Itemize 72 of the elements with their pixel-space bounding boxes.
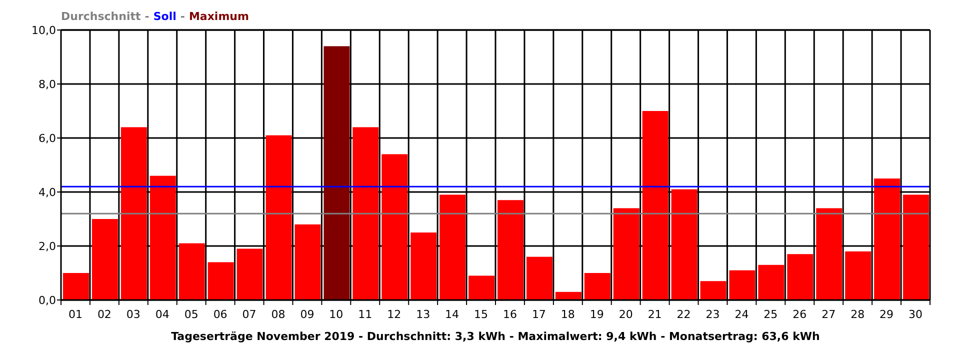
x-tick-label: 18 [560,308,575,321]
x-tick-label: 21 [648,308,662,321]
x-tick-label: 22 [676,308,691,321]
x-tick-label: 26 [792,308,807,321]
x-tick-label: 20 [618,308,633,321]
ref-line-label: Soll [153,10,176,23]
bar [903,194,929,300]
y-tick-label: 6,0 [38,132,56,145]
x-tick-label: 15 [474,308,488,321]
x-tick-label: 08 [271,308,286,321]
bar [352,127,379,300]
bar [440,194,466,300]
bar [671,189,698,300]
bar [324,46,350,300]
bar [816,208,842,300]
x-tick-label: 14 [445,308,460,321]
x-tick-label: 10 [329,308,344,321]
x-tick-label: 12 [387,308,402,321]
x-tick-label: 11 [358,308,372,321]
y-tick-label: 10,0 [32,24,56,37]
bar [294,224,321,300]
x-tick-label: 13 [416,308,430,321]
x-tick-label: 27 [822,308,836,321]
bar [266,135,292,300]
x-tick-label: 17 [532,308,546,321]
bar [845,251,872,300]
bar [613,208,640,300]
bar [120,127,147,300]
bar [92,219,118,300]
x-tick-label: 29 [880,308,894,321]
y-tick-label: 4,0 [38,186,56,199]
x-tick-label: 04 [155,308,170,321]
x-tick-label: 24 [734,308,749,321]
bar [382,154,408,300]
bar [584,273,610,300]
bar [700,281,726,300]
y-tick-label: 8,0 [38,78,56,91]
bar [236,248,263,300]
bar [63,273,89,300]
bar [555,292,582,300]
x-tick-label: 25 [764,308,778,321]
x-tick-label: 07 [242,308,256,321]
bar [758,264,784,300]
text: - [144,10,150,23]
x-tick-label: 30 [908,308,923,321]
x-tick-label: 19 [590,308,604,321]
bar [642,111,668,300]
x-axis-title: Tageserträge November 2019 - Durchschnitt: 3,3 kWh - Maximalwert: 9,4 kWh - Monatsertrag: 63,6 kWh [171,330,820,343]
bar [729,270,756,300]
y-tick-label: 2,0 [38,240,56,253]
x-tick-label: 09 [300,308,314,321]
x-tick-label: 01 [68,308,82,321]
bar [468,276,494,300]
bar [874,178,900,300]
bar [150,176,176,300]
x-tick-label: 28 [850,308,865,321]
x-tick-label: 16 [502,308,517,321]
bar [208,262,234,300]
bar [526,256,552,300]
bar [410,232,437,300]
x-tick-label: 05 [184,308,198,321]
ref-line-label: Durchschnitt [61,10,141,23]
x-tick-label: 23 [706,308,720,321]
x-tick-label: 06 [213,308,228,321]
bar [498,200,524,300]
text: Maximum [188,10,249,23]
x-tick-label: 03 [126,308,140,321]
bar [178,243,205,300]
bar [787,254,814,300]
x-tick-label: 02 [97,308,112,321]
y-tick-label: 0,0 [38,294,56,307]
text: - [180,10,185,23]
